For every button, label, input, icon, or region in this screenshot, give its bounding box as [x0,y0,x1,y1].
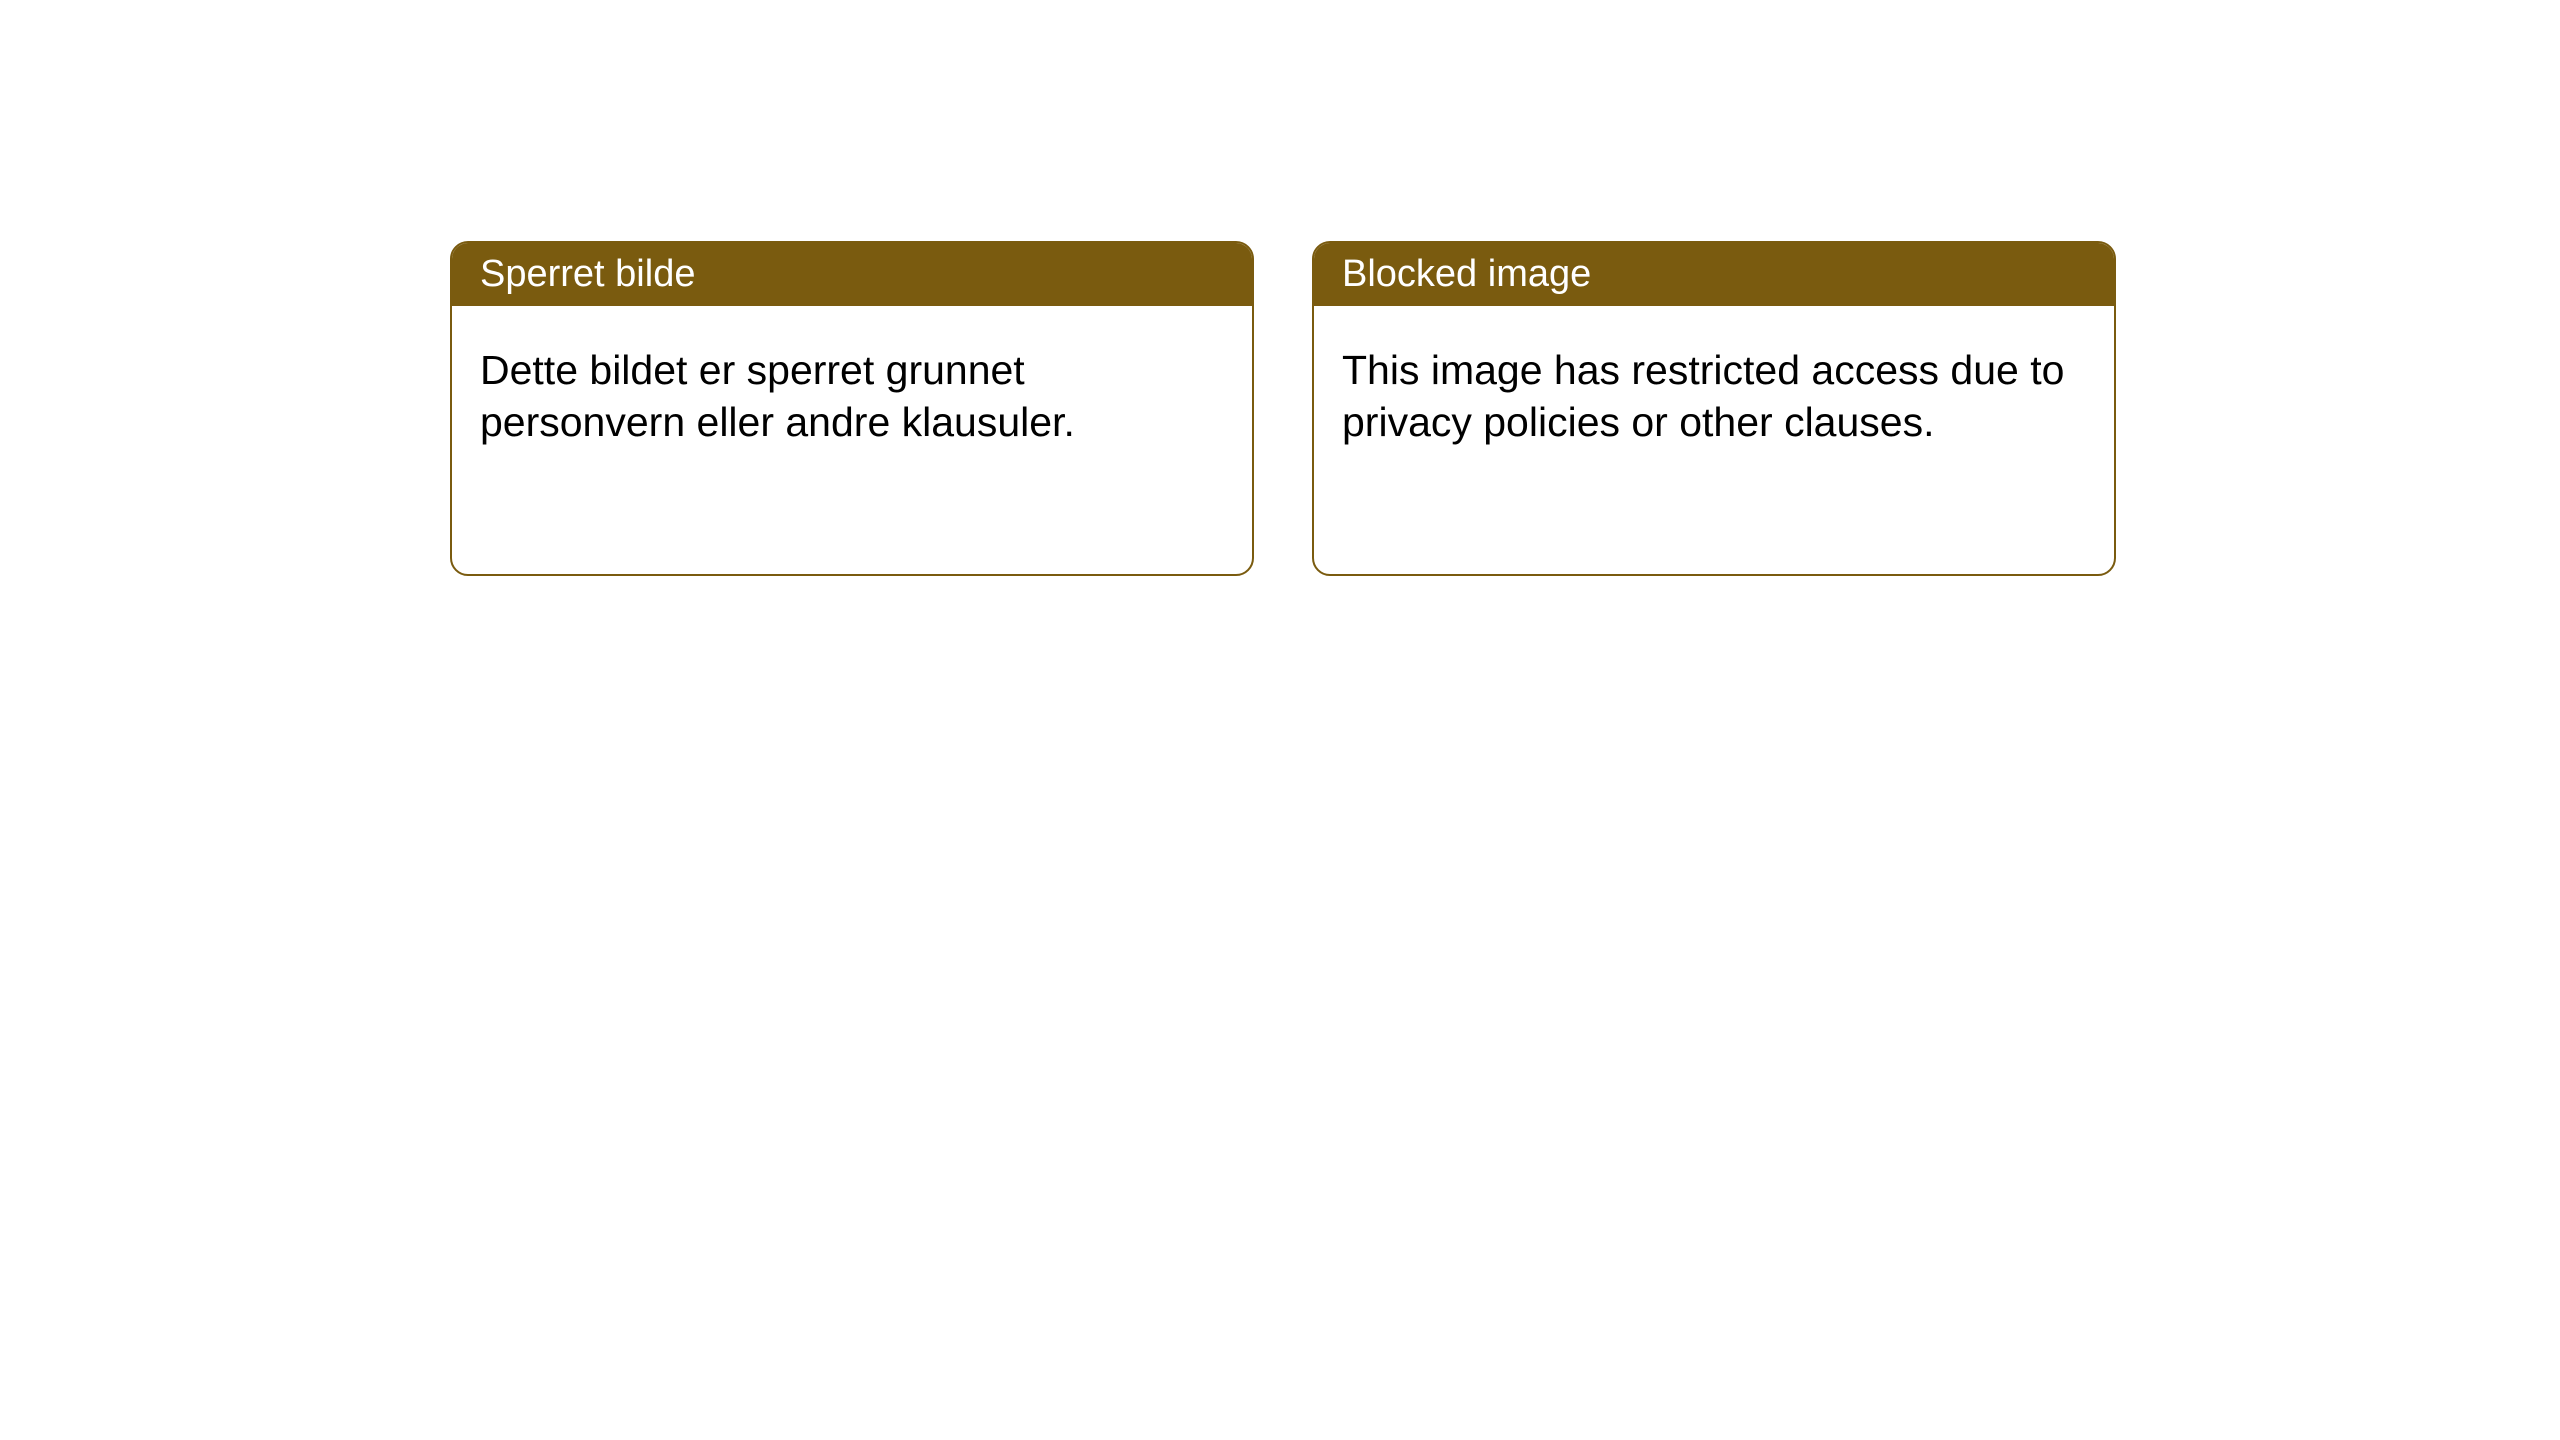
card-header-en: Blocked image [1314,243,2114,306]
card-header-no: Sperret bilde [452,243,1252,306]
card-body-en: This image has restricted access due to … [1314,306,2114,487]
card-body-text-en: This image has restricted access due to … [1342,347,2064,445]
blocked-image-cards: Sperret bilde Dette bildet er sperret gr… [450,241,2560,576]
blocked-image-card-en: Blocked image This image has restricted … [1312,241,2116,576]
card-body-no: Dette bildet er sperret grunnet personve… [452,306,1252,487]
card-header-text-en: Blocked image [1342,253,1591,296]
card-header-text-no: Sperret bilde [480,253,695,296]
card-body-text-no: Dette bildet er sperret grunnet personve… [480,347,1075,445]
blocked-image-card-no: Sperret bilde Dette bildet er sperret gr… [450,241,1254,576]
